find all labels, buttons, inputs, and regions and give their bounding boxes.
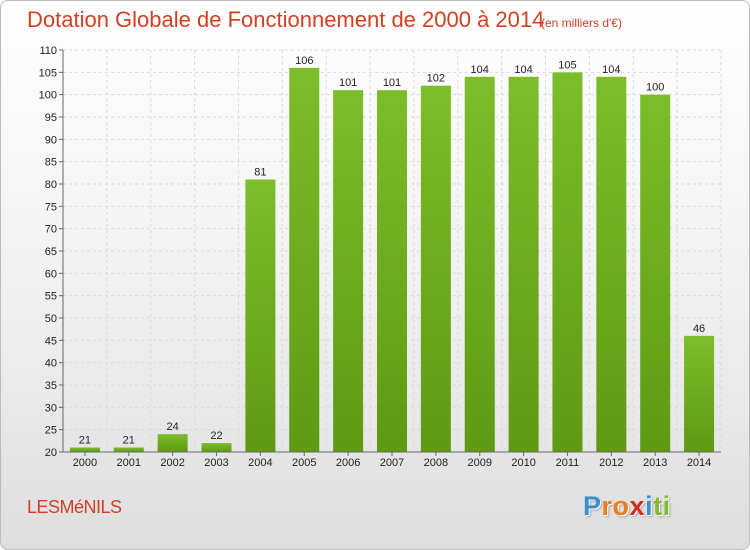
data-label: 21 (79, 435, 91, 447)
y-tick-label: 35 (45, 380, 57, 392)
data-label: 104 (471, 64, 489, 76)
commune-name: LESMéNILS (27, 497, 122, 517)
y-tick-label: 50 (45, 313, 57, 325)
bar-2014 (684, 335, 715, 452)
data-label: 104 (602, 64, 620, 76)
bar-2009 (464, 76, 495, 453)
y-tick-label: 90 (45, 134, 57, 146)
y-tick-label: 105 (39, 67, 57, 79)
bars (69, 67, 715, 453)
y-tick-label: 45 (45, 335, 57, 347)
x-axis-ticks: 2000 2001 2002 2003 2004 2005 2006 2007 2008 2009… (73, 452, 711, 469)
x-tick-label: 2014 (687, 457, 711, 469)
x-tick-label: 2007 (380, 457, 404, 469)
y-tick-label: 75 (45, 201, 57, 213)
data-label: 104 (514, 64, 532, 76)
logo-letter: t (653, 491, 663, 521)
data-label: 22 (210, 430, 222, 442)
logo-letter: r (601, 491, 613, 521)
y-axis-ticks: 20 25 30 35 40 45 50 55 60 65 70 75 80 85 90 95 100 105 11… (39, 45, 63, 459)
x-tick-label: 2008 (424, 457, 448, 469)
data-label: 81 (254, 167, 266, 179)
x-tick-label: 2013 (643, 457, 667, 469)
y-tick-label: 60 (45, 268, 57, 280)
proxiti-logo: Proxiti (583, 491, 671, 522)
data-label: 101 (339, 77, 357, 89)
x-tick-label: 2011 (556, 457, 580, 469)
bar-2003 (201, 443, 232, 452)
bar-2001 (113, 447, 144, 452)
bar-2010 (508, 76, 539, 453)
x-tick-label: 2003 (204, 457, 228, 469)
data-label: 100 (646, 82, 664, 94)
y-tick-label: 20 (45, 447, 57, 459)
y-tick-label: 85 (45, 157, 57, 169)
data-label: 102 (427, 73, 445, 85)
bar-2000 (69, 447, 100, 452)
bar-2011 (552, 72, 583, 452)
logo-letter: x (629, 491, 646, 521)
unit-note: (en milliers d'€) (541, 16, 622, 30)
value-labels: 21 21 24 22 81 106 101 101 102 104 104 105 104 100 46 (79, 55, 705, 447)
x-tick-label: 2002 (160, 457, 184, 469)
y-tick-label: 70 (45, 224, 57, 236)
y-tick-label: 100 (39, 90, 57, 102)
chart-title: Dotation Globale de Fonctionnement de 20… (27, 7, 545, 32)
bar-2004 (245, 179, 276, 453)
data-label: 101 (383, 77, 401, 89)
logo-letter: i (645, 491, 654, 521)
data-label: 24 (167, 421, 179, 433)
data-label: 46 (693, 323, 705, 335)
logo-letter: o (612, 491, 630, 521)
x-tick-label: 2006 (336, 457, 360, 469)
bar-2013 (640, 94, 671, 453)
y-tick-label: 55 (45, 291, 57, 303)
x-tick-label: 2009 (467, 457, 491, 469)
y-tick-label: 65 (45, 246, 57, 258)
bar-2007 (377, 90, 407, 452)
bar-2006 (333, 90, 364, 452)
y-tick-label: 40 (45, 358, 57, 370)
x-tick-label: 2001 (117, 457, 141, 469)
x-tick-label: 2012 (599, 457, 623, 469)
bar-2005 (289, 67, 320, 452)
data-label: 106 (295, 55, 313, 67)
y-tick-label: 80 (45, 179, 57, 191)
logo-letter: i (662, 491, 671, 521)
bar-2002 (157, 434, 188, 452)
x-tick-label: 2000 (73, 457, 97, 469)
x-tick-label: 2004 (248, 457, 272, 469)
x-tick-label: 2010 (511, 457, 535, 469)
bar-2012 (596, 76, 627, 453)
y-tick-label: 110 (39, 45, 57, 57)
data-label: 105 (558, 59, 576, 71)
y-tick-label: 25 (45, 425, 57, 437)
logo-letter: P (583, 491, 602, 521)
y-tick-label: 30 (45, 402, 57, 414)
y-tick-label: 95 (45, 112, 57, 124)
bar-2008 (420, 85, 451, 452)
x-tick-label: 2005 (292, 457, 316, 469)
data-label: 21 (123, 435, 135, 447)
